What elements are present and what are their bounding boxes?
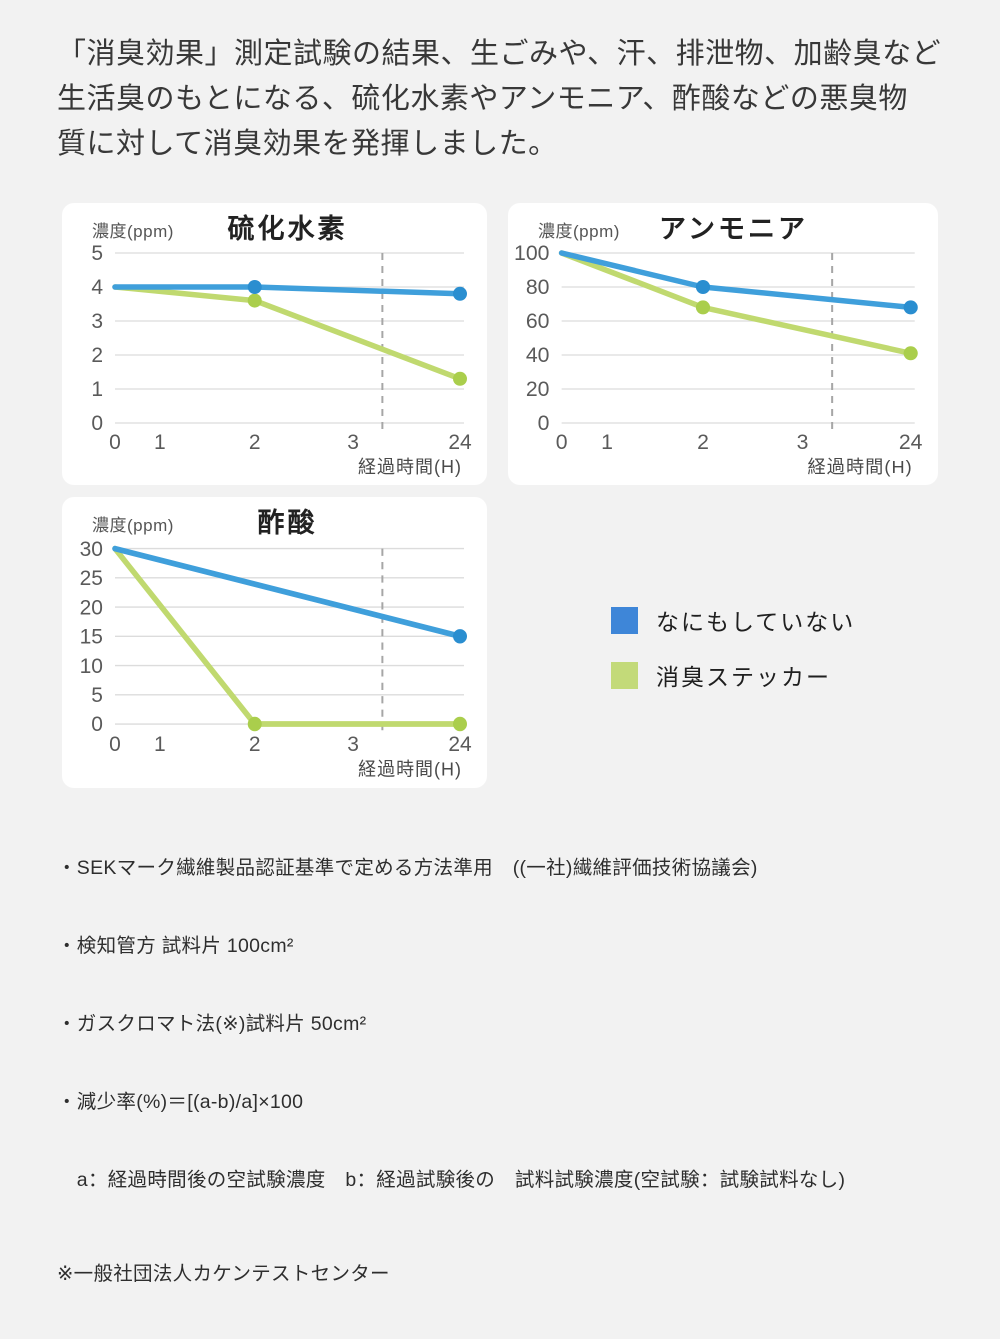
svg-text:24: 24 <box>448 732 471 756</box>
chart-title-acetic-acid: 酢酸 <box>257 508 318 538</box>
svg-text:0: 0 <box>556 431 568 454</box>
legend-item-untreated: なにもしていない <box>611 603 855 637</box>
footnotes: ・SEKマーク繊維製品認証基準で定める方法準用 ((一社)繊維評価技術協議会) … <box>57 803 967 1339</box>
y-axis-unit-label: 濃度(ppm) <box>92 222 174 241</box>
svg-text:経過時間(H): 経過時間(H) <box>358 457 462 477</box>
svg-text:5: 5 <box>91 242 103 265</box>
svg-text:2: 2 <box>249 732 261 756</box>
line-chart-ammonia: 0 20 40 60 80 100 0 1 2 3 24 経過時間(H) <box>514 242 923 477</box>
svg-text:100: 100 <box>514 242 549 265</box>
svg-text:4: 4 <box>91 276 103 299</box>
svg-text:3: 3 <box>91 310 103 333</box>
svg-text:20: 20 <box>80 595 103 619</box>
intro-line-1: 「消臭効果」測定試験の結果、生ごみや、汗、排泄物、加齢臭など <box>57 38 942 70</box>
footnote-gas-chromatography: ・ガスクロマト法(※)試料片 50cm² <box>57 1013 367 1035</box>
svg-text:15: 15 <box>80 624 103 648</box>
footnote-formula-terms: a：経過時間後の空試験濃度 b：経過試験後の 試料試験濃度(空試験：試験試料なし… <box>57 1169 846 1191</box>
svg-text:0: 0 <box>91 712 103 736</box>
legend-item-deodorant-sticker: 消臭ステッカー <box>611 658 855 692</box>
svg-text:1: 1 <box>154 431 166 454</box>
y-axis-unit-label: 濃度(ppm) <box>92 516 174 535</box>
svg-text:60: 60 <box>526 310 550 333</box>
svg-text:経過時間(H): 経過時間(H) <box>358 758 462 779</box>
legend-swatch-blue <box>611 606 638 634</box>
chart-title-ammonia: アンモニア <box>659 214 808 244</box>
chart-card-hydrogen-sulfide: 濃度(ppm) 硫化水素 0 1 2 3 4 5 0 1 2 3 24 経過時間(H) <box>62 203 487 485</box>
svg-text:40: 40 <box>526 344 550 367</box>
page: 「消臭効果」測定試験の結果、生ごみや、汗、排泄物、加齢臭など 生活臭のもとになる、… <box>57 32 962 1285</box>
legend-label-untreated: なにもしていない <box>656 609 856 635</box>
svg-text:30: 30 <box>80 537 103 561</box>
intro-text: 「消臭効果」測定試験の結果、生ごみや、汗、排泄物、加齢臭など 生活臭のもとになる、… <box>57 32 962 168</box>
svg-text:24: 24 <box>448 431 472 454</box>
y-axis-unit-label: 濃度(ppm) <box>538 222 620 241</box>
chart-title-hydrogen-sulfide: 硫化水素 <box>227 214 348 244</box>
svg-text:10: 10 <box>80 653 103 677</box>
svg-text:0: 0 <box>91 412 103 435</box>
svg-text:経過時間(H): 経過時間(H) <box>808 457 913 477</box>
svg-text:1: 1 <box>601 431 613 454</box>
legend: なにもしていない 消臭ステッカー <box>611 603 855 692</box>
footnote-method: ・SEKマーク繊維製品認証基準で定める方法準用 ((一社)繊維評価技術協議会) <box>57 857 758 879</box>
svg-text:2: 2 <box>697 431 709 454</box>
svg-text:2: 2 <box>91 344 103 367</box>
svg-text:1: 1 <box>91 378 103 401</box>
svg-text:0: 0 <box>109 732 121 756</box>
svg-text:3: 3 <box>347 431 359 454</box>
chart-card-ammonia: 濃度(ppm) アンモニア 0 20 40 60 80 100 0 1 2 3 24 経過時間(H) <box>508 203 938 485</box>
intro-line-3: 質に対して消臭効果を発揮しました。 <box>57 128 558 161</box>
svg-text:0: 0 <box>109 431 121 454</box>
svg-text:3: 3 <box>347 732 359 756</box>
chart-card-acetic-acid: 濃度(ppm) 酢酸 0 5 10 15 20 25 30 0 1 2 3 24 経過時間(H) <box>62 497 487 788</box>
svg-text:24: 24 <box>899 431 923 454</box>
footnote-detector-tube: ・検知管方 試料片 100cm² <box>57 935 294 957</box>
legend-swatch-green <box>611 661 638 689</box>
line-chart-hydrogen-sulfide: 0 1 2 3 4 5 0 1 2 3 24 経過時間(H) <box>91 242 472 477</box>
svg-text:3: 3 <box>797 431 809 454</box>
svg-text:1: 1 <box>154 732 166 756</box>
svg-text:2: 2 <box>249 431 261 454</box>
footnote-test-center: ※一般社団法人カケンテストセンター <box>57 1263 390 1285</box>
legend-label-deodorant-sticker: 消臭ステッカー <box>656 664 831 690</box>
svg-text:80: 80 <box>526 276 550 299</box>
svg-text:25: 25 <box>80 566 103 590</box>
svg-text:5: 5 <box>91 683 103 707</box>
intro-line-2: 生活臭のもとになる、硫化水素やアンモニア、酢酸などの悪臭物 <box>57 83 908 116</box>
svg-text:20: 20 <box>526 378 550 401</box>
svg-text:0: 0 <box>538 412 550 435</box>
footnote-reduction-formula: ・減少率(%)＝[(a-b)/a]×100 <box>57 1091 304 1113</box>
